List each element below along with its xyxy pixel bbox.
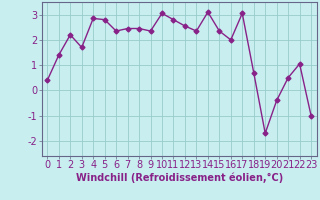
X-axis label: Windchill (Refroidissement éolien,°C): Windchill (Refroidissement éolien,°C) <box>76 173 283 183</box>
